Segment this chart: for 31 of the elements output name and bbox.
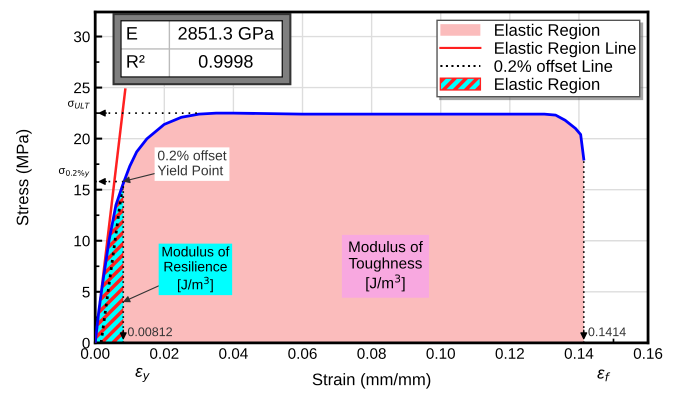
x-tick-label: 0.04 [219, 348, 248, 359]
legend-label: Elastic Region [495, 24, 600, 40]
y-tick-label: 30 [74, 31, 90, 42]
legend-label: Elastic Region [495, 78, 600, 94]
ref-line-label: ε$_{y}$ [135, 368, 150, 382]
y-tick-label: 10 [74, 236, 90, 246]
y-tick-label: 15 [74, 184, 90, 196]
annotation: 0.00812 [128, 327, 172, 336]
x-tick-label: 0.16 [634, 348, 662, 359]
y-axis-title: Stress (MPa) [16, 130, 32, 226]
ref-line-label: σ$_{ULT}$ [68, 100, 90, 109]
annotation: Modulus of Toughness [J/m$^{3}$] [348, 240, 423, 292]
x-tick-label: 0.08 [357, 348, 386, 359]
y-tick-label: 25 [74, 82, 90, 94]
x-tick-label: 0.14 [564, 348, 594, 359]
annotation: Modulus of Resilience [J/m$^{3}$] [162, 246, 230, 292]
y-tick-label: 5 [82, 286, 90, 298]
y-tick-label: 20 [74, 134, 90, 144]
ref-line-label: σ$_{0.2%y}$ [58, 168, 90, 178]
x-tick-label: 0.06 [288, 348, 317, 359]
x-tick-label: 0.12 [496, 348, 524, 359]
x-axis-title: Strain (mm/mm) [312, 373, 430, 389]
x-tick-label: 0.02 [150, 348, 178, 359]
annotation: 0.1414 [588, 327, 626, 336]
legend-label: Elastic Region Line [495, 42, 636, 58]
annotation: 0.2% offset Yield Point [158, 150, 227, 176]
x-tick-label: 0.00 [80, 348, 110, 359]
legend-label: 0.2% offset Line [494, 60, 612, 72]
x-tick-label: 0.10 [426, 348, 455, 359]
ref-line-label: ε$_{f}$ [597, 370, 610, 382]
y-tick-label: 0 [82, 338, 90, 349]
